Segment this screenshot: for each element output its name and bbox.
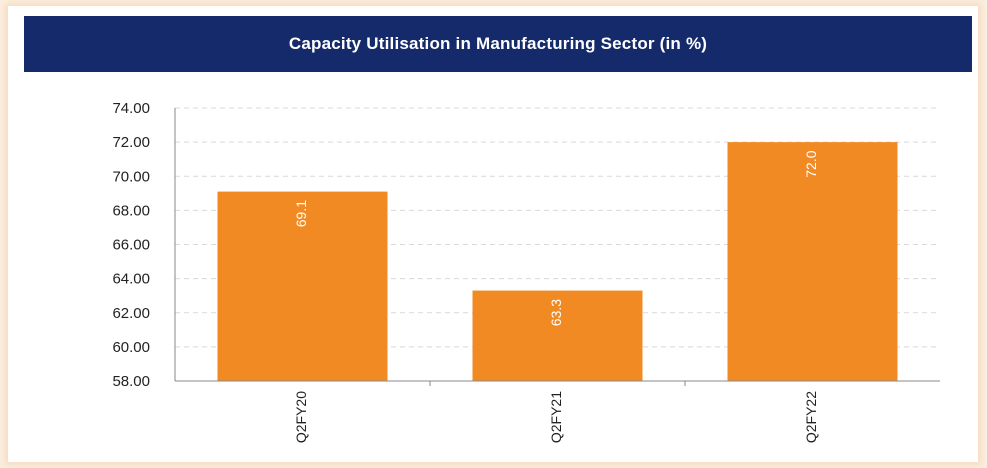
bars: 69.1 63.3 72.0 (217, 142, 898, 381)
axes: 58.00 60.00 62.00 64.00 66.00 68.00 70.00 72.00… (112, 100, 940, 443)
bar (217, 191, 388, 381)
bar-data-label: 72.0 (803, 150, 819, 177)
y-tick-label: 60.00 (112, 339, 150, 356)
y-tick-label: 62.00 (112, 305, 150, 322)
bar (727, 142, 898, 381)
chart-title: Capacity Utilisation in Manufacturing Se… (288, 34, 708, 53)
bar-data-label: 69.1 (293, 200, 309, 227)
y-tick-label: 66.00 (112, 237, 150, 254)
x-category-label: Q2FY22 (803, 391, 819, 443)
y-tick-label: 74.00 (112, 100, 150, 117)
bar-data-label: 63.3 (548, 299, 564, 326)
bar (472, 290, 643, 381)
chart-title-bar: Capacity Utilisation in Manufacturing Se… (24, 16, 972, 72)
y-tick-label: 58.00 (112, 373, 150, 390)
y-tick-label: 70.00 (112, 168, 150, 185)
x-category-label: Q2FY21 (548, 391, 564, 443)
x-category-label: Q2FY20 (293, 391, 309, 443)
y-tick-label: 68.00 (112, 202, 150, 219)
y-tick-label: 64.00 (112, 271, 150, 288)
y-tick-label: 72.00 (112, 134, 150, 151)
